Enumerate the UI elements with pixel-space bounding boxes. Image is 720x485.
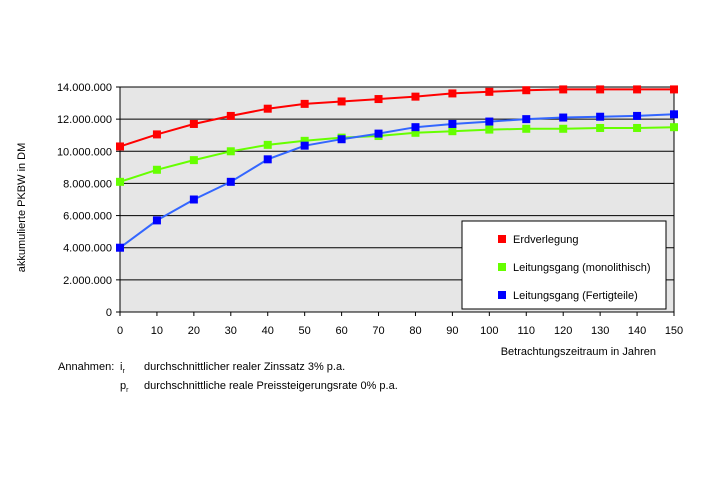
x-tick-label: 140 xyxy=(628,325,646,337)
assumptions-label: Annahmen: xyxy=(58,361,115,373)
x-tick-label: 60 xyxy=(335,325,347,337)
y-axis-label: akkumulierte PKBW in DM xyxy=(16,143,28,273)
x-tick-label: 30 xyxy=(225,325,237,337)
data-point xyxy=(226,177,235,186)
data-point xyxy=(374,95,383,104)
y-tick-label: 0 xyxy=(106,307,112,319)
assumption-row: pr durchschnittliche reale Preissteigeru… xyxy=(58,379,398,398)
data-point xyxy=(300,99,309,108)
data-point xyxy=(411,123,420,132)
data-point xyxy=(116,142,124,151)
price-increase-symbol: pr xyxy=(120,380,129,395)
x-tick-label: 10 xyxy=(151,325,163,337)
series-line xyxy=(119,126,675,183)
x-tick-label: 150 xyxy=(665,325,683,337)
data-point xyxy=(522,115,531,124)
data-point xyxy=(633,111,642,120)
x-tick-label: 90 xyxy=(446,325,458,337)
x-tick-label: 100 xyxy=(480,325,498,337)
data-point xyxy=(448,89,457,98)
y-tick-label: 2.000.000 xyxy=(63,275,112,287)
legend: Erdverlegung Leitungsgang (monolithisch) L… xyxy=(461,220,667,310)
x-tick-label: 0 xyxy=(117,325,123,337)
data-point xyxy=(485,87,494,96)
data-point xyxy=(670,110,678,119)
data-point xyxy=(263,140,272,149)
data-point xyxy=(152,216,161,225)
x-tick-label: 40 xyxy=(262,325,274,337)
y-tick-label: 8.000.000 xyxy=(63,178,112,190)
y-tick-label: 12.000.000 xyxy=(57,114,112,126)
y-tick-label: 10.000.000 xyxy=(57,146,112,158)
data-point xyxy=(670,123,678,132)
data-point xyxy=(411,92,420,101)
series-erdverlegung xyxy=(116,85,678,151)
legend-marker xyxy=(498,291,506,299)
x-tick-label: 70 xyxy=(372,325,384,337)
data-point xyxy=(116,177,124,186)
data-point xyxy=(226,147,235,156)
data-point xyxy=(448,119,457,128)
data-point xyxy=(522,124,531,133)
data-point xyxy=(670,85,678,94)
y-tick-label: 4.000.000 xyxy=(63,243,112,255)
x-axis-label: Betrachtungszeitraum in Jahren xyxy=(501,346,656,358)
data-point xyxy=(263,155,272,164)
data-point xyxy=(596,85,605,94)
data-point xyxy=(116,243,124,252)
data-point xyxy=(633,85,642,94)
data-point xyxy=(300,136,309,145)
legend-label: Erdverlegung xyxy=(513,234,578,246)
data-point xyxy=(596,123,605,132)
data-point xyxy=(522,86,531,95)
assumptions-notes: Annahmen: ir durchschnittlicher realer Z… xyxy=(58,360,398,398)
data-point xyxy=(263,104,272,113)
interest-text: durchschnittlicher realer Zinssatz 3% p.… xyxy=(144,361,346,373)
data-point xyxy=(337,135,346,144)
legend-label: Leitungsgang (Fertigteile) xyxy=(513,290,638,302)
data-point xyxy=(152,130,161,139)
data-point xyxy=(633,123,642,132)
assumption-row: Annahmen: ir durchschnittlicher realer Z… xyxy=(58,360,398,379)
data-point xyxy=(411,128,420,137)
data-point xyxy=(189,156,198,165)
x-tick-label: 50 xyxy=(299,325,311,337)
data-point xyxy=(189,195,198,204)
data-point xyxy=(559,85,568,94)
x-tick-label: 110 xyxy=(517,325,535,337)
data-point xyxy=(485,117,494,126)
data-point xyxy=(300,141,309,150)
data-point xyxy=(559,113,568,122)
series-leitungsgang-fertigteile xyxy=(116,110,678,252)
x-tick-label: 130 xyxy=(591,325,609,337)
series-line xyxy=(119,113,675,249)
y-tick-label: 6.000.000 xyxy=(63,211,112,223)
legend-marker xyxy=(498,235,506,243)
x-tick-label: 120 xyxy=(554,325,572,337)
y-tick-label: 14.000.000 xyxy=(57,82,112,94)
data-point xyxy=(374,129,383,138)
x-tick-label: 80 xyxy=(409,325,421,337)
series-line xyxy=(119,88,674,148)
price-increase-text: durchschnittliche reale Preissteigerungs… xyxy=(144,380,398,393)
data-point xyxy=(596,112,605,121)
x-tick-label: 20 xyxy=(188,325,200,337)
data-point xyxy=(152,165,161,174)
data-point xyxy=(226,111,235,120)
data-point xyxy=(485,125,494,134)
data-point xyxy=(559,124,568,133)
legend-label: Leitungsgang (monolithisch) xyxy=(513,262,651,274)
legend-marker xyxy=(498,263,506,271)
legend-box xyxy=(461,220,667,310)
data-point xyxy=(189,119,198,128)
interest-symbol: ir xyxy=(120,361,125,376)
data-point xyxy=(448,127,457,136)
data-point xyxy=(337,97,346,106)
